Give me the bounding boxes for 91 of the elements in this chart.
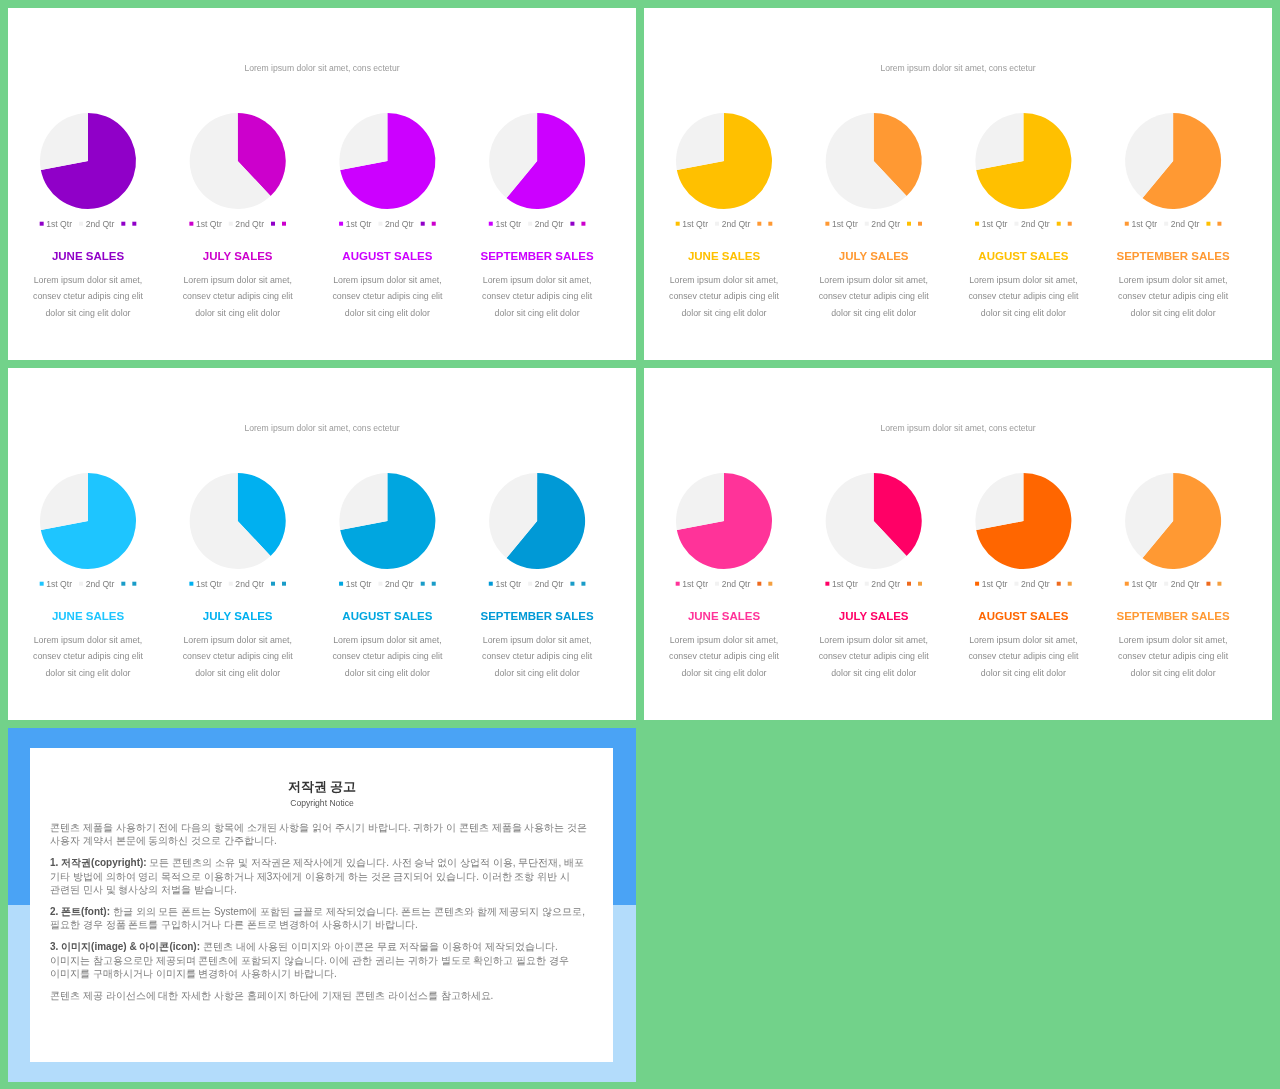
legend-label: 1st Qtr xyxy=(981,219,1008,230)
legend-label: 1st Qtr xyxy=(495,579,522,590)
text: 콘텐츠 제품을 사용하기 전에 다음의 항목에 소개된 사항을 읽어 주시기 바랍니다. 귀하가 이 콘텐츠 제품을 사용하는 것은 사용자 계약서 본문에 동의하신 것으로 간주합니다. xyxy=(50,822,588,847)
legend-label: 1st Qtr xyxy=(981,579,1008,590)
legend-label: 2nd Qtr xyxy=(1021,579,1050,590)
text: JULY SALES xyxy=(202,249,273,262)
legend-label: 1st Qtr xyxy=(195,219,222,230)
text: 콘텐츠 제공 라이선스에 대한 자세한 사항은 홈페이지 하단에 기재된 콘텐츠 라이선스를 참고하세요. xyxy=(50,990,494,1001)
text: 1. 저작권(copyright): 모든 콘텐츠의 소유 및 저작권은 제작사에게 있습니다. 사전 승낙 없이 상업적 이용, 무단전재, 배포 기타 방법에 의하여 영리 목적으로 이용하거나 제3자에게 이용하게 하는 것은 금지되어 있습니다. 이러한 조항 위반 시 관련된 민사 및 형사상의 처벌을 받습니다. xyxy=(50,857,584,895)
text: Lorem ipsum dolor sit amet, consev ctetur adipis cing elit dolor sit cing elit dolor xyxy=(182,275,294,318)
text: SEPTEMBER SALES xyxy=(480,249,594,262)
text: JUNE SALES xyxy=(51,249,125,262)
legend-label: 2nd Qtr xyxy=(385,579,414,590)
text: JULY SALES xyxy=(838,609,909,622)
legend-label: 2nd Qtr xyxy=(534,579,564,590)
legend: 1st Qtr 2nd Qtr xyxy=(675,579,773,589)
text: Lorem ipsum dolor sit amet, consev ctetur adipis cing elit dolor sit cing elit dolor xyxy=(32,275,144,318)
legend-label: 1st Qtr xyxy=(682,219,709,230)
legend-label: 2nd Qtr xyxy=(385,219,414,230)
legend-label: 1st Qtr xyxy=(46,219,73,230)
text: Lorem ipsum dolor sit amet, consev ctetur adipis cing elit dolor sit cing elit dolor xyxy=(668,275,780,318)
text: Lorem ipsum dolor sit amet, consev ctetur adipis cing elit dolor sit cing elit dolor xyxy=(818,635,930,678)
legend: 1st Qtr 2nd Qtr xyxy=(1124,219,1222,229)
legend: 1st Qtr 2nd Qtr xyxy=(675,219,773,229)
text: Lorem ipsum dolor sit amet, consev ctetur adipis cing elit dolor sit cing elit dolor xyxy=(332,635,443,678)
legend-label: 2nd Qtr xyxy=(871,579,901,590)
legend: 1st Qtr 2nd Qtr xyxy=(975,579,1072,589)
legend: 1st Qtr 2nd Qtr xyxy=(189,579,286,589)
legend: 1st Qtr 2nd Qtr xyxy=(488,579,586,589)
legend-label: 2nd Qtr xyxy=(1170,219,1200,230)
legend-label: 2nd Qtr xyxy=(85,579,115,590)
legend: 1st Qtr 2nd Qtr xyxy=(1124,579,1222,589)
legend-label: 1st Qtr xyxy=(831,219,858,230)
text: AUGUST SALES xyxy=(342,249,433,262)
text: Lorem ipsum dolor sit amet, consev ctetur adipis cing elit dolor sit cing elit dolor xyxy=(668,635,780,678)
legend-label: 1st Qtr xyxy=(831,579,858,590)
text: SEPTEMBER SALES xyxy=(480,609,594,622)
text: Lorem ipsum dolor sit amet, consev ctetur adipis cing elit dolor sit cing elit dolor xyxy=(968,635,1079,678)
text: JUNE SALES xyxy=(687,249,761,262)
legend: 1st Qtr 2nd Qtr xyxy=(339,219,436,229)
text: JUNE SALES xyxy=(51,609,125,622)
legend-label: 1st Qtr xyxy=(682,579,709,590)
legend: 1st Qtr 2nd Qtr xyxy=(488,219,586,229)
legend: 1st Qtr 2nd Qtr xyxy=(825,219,922,229)
legend-label: 2nd Qtr xyxy=(721,219,751,230)
text: Lorem ipsum dolor sit amet, consev ctetur adipis cing elit dolor sit cing elit dolor xyxy=(32,635,144,678)
text: Copyright Notice xyxy=(290,798,354,808)
legend-label: 1st Qtr xyxy=(345,579,372,590)
legend: 1st Qtr 2nd Qtr xyxy=(189,219,286,229)
legend-label: 2nd Qtr xyxy=(721,579,751,590)
legend: 1st Qtr 2nd Qtr xyxy=(39,579,137,589)
legend: 1st Qtr 2nd Qtr xyxy=(975,219,1072,229)
text: AUGUST SALES xyxy=(342,609,433,622)
legend-label: 2nd Qtr xyxy=(85,219,115,230)
text: Lorem ipsum dolor sit amet, consev ctetur adipis cing elit dolor sit cing elit dolor xyxy=(332,275,443,318)
legend-label: 2nd Qtr xyxy=(871,219,901,230)
text: Lorem ipsum dolor sit amet, cons ectetur xyxy=(880,423,1036,433)
text: SEPTEMBER SALES xyxy=(1116,249,1230,262)
legend-label: 2nd Qtr xyxy=(235,219,265,230)
text: JULY SALES xyxy=(202,609,273,622)
legend-label: 1st Qtr xyxy=(195,579,222,590)
legend-label: 1st Qtr xyxy=(495,219,522,230)
text: Lorem ipsum dolor sit amet, consev ctetur adipis cing elit dolor sit cing elit dolor xyxy=(968,275,1079,318)
text: Lorem ipsum dolor sit amet, consev ctetur adipis cing elit dolor sit cing elit dolor xyxy=(482,275,593,318)
text: AUGUST SALES xyxy=(978,609,1069,622)
text: SEPTEMBER SALES xyxy=(1116,609,1230,622)
text: Lorem ipsum dolor sit amet, cons ectetur xyxy=(880,63,1036,73)
text: JUNE SALES xyxy=(687,609,761,622)
legend-label: 1st Qtr xyxy=(345,219,372,230)
legend-label: 2nd Qtr xyxy=(235,579,265,590)
text: AUGUST SALES xyxy=(978,249,1069,262)
text: 2. 폰트(font): 한글 외의 모든 폰트는 System에 포함된 글꼴로 제작되었습니다. 폰트는 콘텐츠와 함께 제공되지 않으므로, 필요한 경우 정품 폰트를 구입하시거나 다른 폰트로 변경하여 사용하시기 바랍니다. xyxy=(50,906,586,931)
legend-label: 2nd Qtr xyxy=(1170,579,1200,590)
text: 저작권 공고 xyxy=(287,779,357,794)
text: JULY SALES xyxy=(838,249,909,262)
legend-label: 1st Qtr xyxy=(1131,579,1158,590)
text: Lorem ipsum dolor sit amet, consev ctetur adipis cing elit dolor sit cing elit dolor xyxy=(818,275,930,318)
text: Lorem ipsum dolor sit amet, consev ctetur adipis cing elit dolor sit cing elit dolor xyxy=(182,635,294,678)
legend: 1st Qtr 2nd Qtr xyxy=(825,579,922,589)
legend-label: 2nd Qtr xyxy=(1021,219,1050,230)
legend-label: 1st Qtr xyxy=(1131,219,1158,230)
legend-label: 2nd Qtr xyxy=(534,219,564,230)
legend: 1st Qtr 2nd Qtr xyxy=(339,579,436,589)
legend: 1st Qtr 2nd Qtr xyxy=(39,219,137,229)
legend-label: 1st Qtr xyxy=(46,579,73,590)
text: Lorem ipsum dolor sit amet, consev ctetur adipis cing elit dolor sit cing elit dolor xyxy=(482,635,593,678)
text: 3. 이미지(image) & 아이콘(icon): 콘텐츠 내에 사용된 이미지와 아이콘은 무료 저작물을 이용하여 제작되었습니다. 이미지는 참고용으로만 제공되며 콘텐츠에 포함되지 않습니다. 이에 관한 권리는 귀하가 별도로 확인하고 필요한 경우 이미지를 구매하시거나 이미지를 변경하여 사용하시기 바랍니다. xyxy=(50,941,569,979)
text: Lorem ipsum dolor sit amet, consev ctetur adipis cing elit dolor sit cing elit dolor xyxy=(1118,635,1229,678)
text: Lorem ipsum dolor sit amet, consev ctetur adipis cing elit dolor sit cing elit dolor xyxy=(1118,275,1229,318)
text: Lorem ipsum dolor sit amet, cons ectetur xyxy=(244,63,400,73)
text: Lorem ipsum dolor sit amet, cons ectetur xyxy=(244,423,400,433)
